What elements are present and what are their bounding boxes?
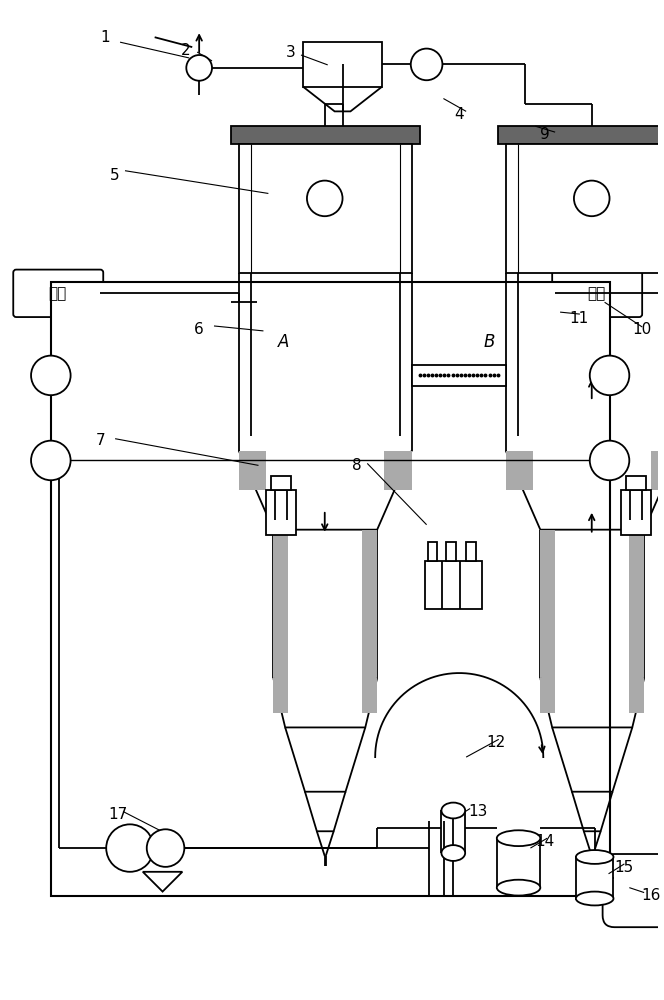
Ellipse shape bbox=[576, 850, 614, 864]
Text: 1: 1 bbox=[100, 30, 110, 45]
Circle shape bbox=[574, 181, 610, 216]
Text: 13: 13 bbox=[468, 804, 487, 819]
Text: 7: 7 bbox=[96, 433, 105, 448]
Circle shape bbox=[590, 356, 629, 395]
Circle shape bbox=[590, 441, 629, 480]
Text: 12: 12 bbox=[486, 735, 505, 750]
Bar bbox=[428, 542, 438, 561]
FancyBboxPatch shape bbox=[552, 270, 642, 317]
Text: 9: 9 bbox=[540, 127, 550, 142]
Text: 2: 2 bbox=[181, 43, 191, 58]
Text: 15: 15 bbox=[614, 860, 633, 875]
Circle shape bbox=[31, 441, 70, 480]
Bar bbox=[497, 838, 540, 888]
Ellipse shape bbox=[442, 845, 465, 861]
FancyBboxPatch shape bbox=[603, 854, 664, 927]
Bar bbox=[576, 857, 614, 899]
Text: 10: 10 bbox=[632, 322, 651, 337]
Bar bbox=[506, 144, 664, 273]
Text: 16: 16 bbox=[641, 888, 661, 903]
Bar bbox=[424, 561, 482, 609]
Text: 5: 5 bbox=[110, 168, 120, 183]
Ellipse shape bbox=[497, 830, 540, 846]
Text: 4: 4 bbox=[454, 107, 464, 122]
Bar bbox=[540, 678, 555, 713]
Text: 8: 8 bbox=[353, 458, 362, 473]
Bar bbox=[506, 451, 533, 490]
Bar bbox=[363, 530, 377, 678]
Bar bbox=[272, 476, 291, 490]
Bar bbox=[363, 678, 377, 713]
Bar bbox=[303, 42, 382, 87]
Circle shape bbox=[31, 356, 70, 395]
FancyBboxPatch shape bbox=[13, 270, 103, 317]
Circle shape bbox=[307, 181, 343, 216]
Text: 6: 6 bbox=[194, 322, 204, 337]
Bar bbox=[239, 451, 266, 490]
Bar bbox=[466, 542, 476, 561]
Bar bbox=[51, 282, 610, 896]
Bar bbox=[622, 490, 651, 535]
Bar bbox=[266, 490, 296, 535]
Text: 14: 14 bbox=[535, 834, 554, 849]
Text: 3: 3 bbox=[286, 45, 296, 60]
Text: 燃料: 燃料 bbox=[48, 286, 67, 301]
Circle shape bbox=[147, 829, 185, 867]
Bar bbox=[239, 144, 412, 273]
Ellipse shape bbox=[576, 892, 614, 905]
Bar bbox=[446, 542, 456, 561]
Bar bbox=[274, 678, 288, 713]
Text: B: B bbox=[484, 333, 495, 351]
Bar bbox=[384, 451, 412, 490]
Bar bbox=[498, 126, 664, 144]
Bar bbox=[629, 530, 644, 678]
Bar bbox=[626, 476, 646, 490]
Bar bbox=[274, 530, 288, 678]
Circle shape bbox=[411, 49, 442, 80]
Bar bbox=[231, 126, 420, 144]
Ellipse shape bbox=[442, 803, 465, 818]
Text: 燃料: 燃料 bbox=[588, 286, 606, 301]
Bar bbox=[412, 365, 506, 386]
Bar bbox=[651, 451, 664, 490]
Ellipse shape bbox=[497, 880, 540, 896]
Text: A: A bbox=[278, 333, 290, 351]
Text: 17: 17 bbox=[108, 807, 127, 822]
Bar bbox=[540, 530, 555, 678]
Text: 11: 11 bbox=[569, 311, 588, 326]
Bar bbox=[629, 678, 644, 713]
Circle shape bbox=[106, 824, 153, 872]
Polygon shape bbox=[143, 872, 183, 892]
Circle shape bbox=[187, 55, 212, 81]
